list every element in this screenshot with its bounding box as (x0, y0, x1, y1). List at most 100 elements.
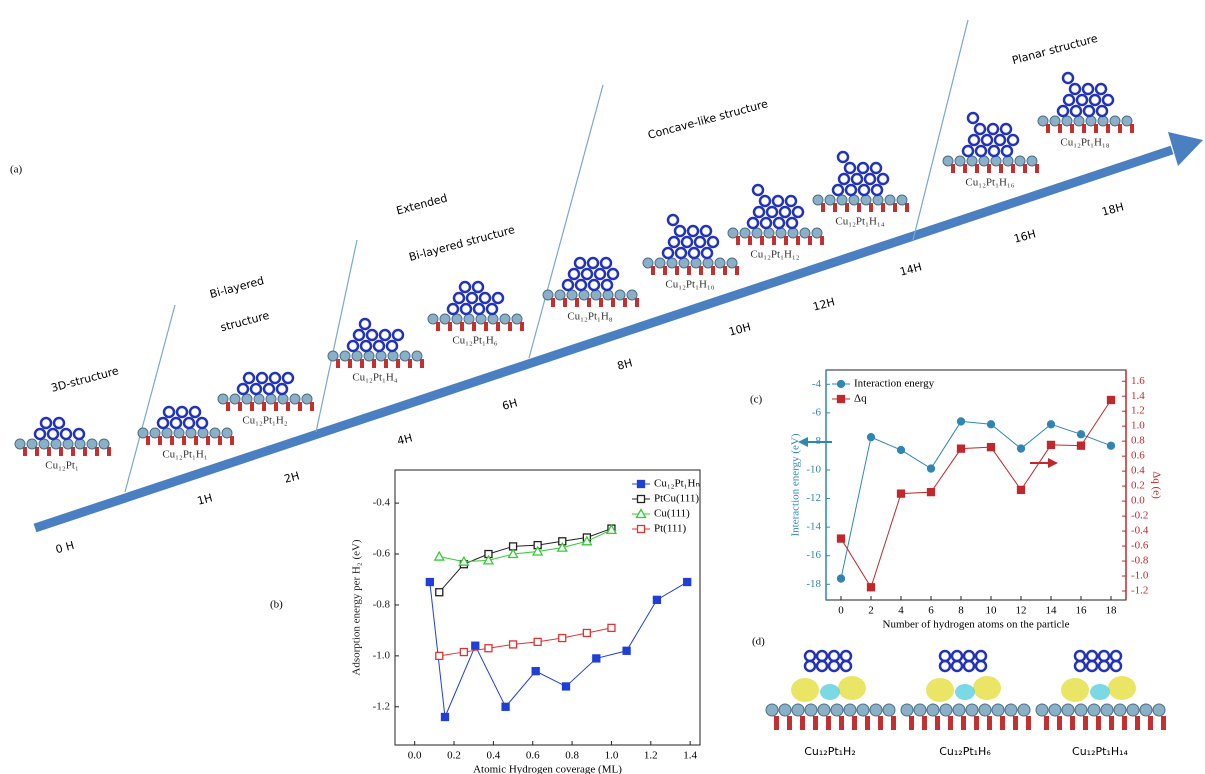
atom (551, 298, 555, 307)
y-tick-label: -4 (812, 378, 822, 390)
atom (146, 436, 150, 445)
y2-tick-label: -0.6 (1131, 540, 1149, 552)
atom (1035, 164, 1039, 173)
atom (554, 289, 566, 301)
atom (752, 205, 766, 219)
x-tick-label: 12 (1016, 605, 1027, 617)
y-axis-label: Adsorption energy per H₂ (eV) (351, 539, 363, 676)
point (866, 583, 876, 592)
atom (1121, 115, 1133, 127)
atom (385, 339, 399, 353)
structure-caption: Cu₁₂Pt₁H₁₀ (665, 279, 714, 291)
atom (573, 256, 587, 270)
atom (791, 703, 805, 717)
atom (255, 371, 269, 385)
x-tick-label: 0.8 (565, 750, 579, 762)
y2-tick-label: 0.2 (1131, 480, 1145, 492)
atom (587, 298, 591, 307)
atom (170, 436, 174, 445)
atom (14, 438, 26, 450)
structure-caption: Cu₁₂Pt₁H₁ (162, 449, 207, 461)
atom (796, 236, 800, 245)
atom (808, 236, 812, 245)
atom (384, 359, 388, 368)
atom (844, 183, 858, 197)
atom (194, 436, 198, 445)
atom (242, 371, 256, 385)
atom (1083, 716, 1088, 730)
atom (226, 402, 230, 411)
panel-label: (a) (10, 164, 23, 176)
y-tick-label: -0.4 (373, 497, 391, 509)
atom (1106, 124, 1110, 133)
atom (360, 359, 364, 368)
atom (813, 716, 818, 730)
atom (1068, 82, 1082, 96)
structure (137, 405, 234, 445)
atom (137, 427, 149, 439)
x-tick-label: 1.4 (683, 750, 697, 762)
atom (827, 659, 841, 673)
atom (1073, 659, 1087, 673)
atom (182, 436, 186, 445)
stage-label: Planar structure (1011, 32, 1100, 67)
atom (856, 161, 870, 175)
atom (831, 183, 845, 197)
atom (161, 427, 173, 439)
atom (611, 298, 615, 307)
atom (909, 716, 914, 730)
atom (586, 256, 600, 270)
atom (962, 659, 976, 673)
structure (542, 256, 639, 307)
atom (723, 266, 727, 275)
y2-tick-label: 1.6 (1131, 375, 1145, 387)
legend-label: Δq (854, 393, 867, 405)
x-tick-label: 18 (1106, 605, 1118, 617)
atom (1035, 703, 1049, 717)
atom (974, 716, 979, 730)
atom (587, 278, 601, 292)
atom (83, 447, 87, 456)
y2-tick-label: -1.0 (1131, 570, 1149, 582)
atom (856, 703, 870, 717)
atom (869, 703, 883, 717)
atom (830, 703, 844, 717)
atom (600, 278, 614, 292)
point (1106, 395, 1116, 405)
atom (651, 266, 655, 275)
atom (965, 703, 979, 717)
atom (935, 716, 940, 730)
atom (1113, 703, 1127, 717)
hydrogen-label: 1H (196, 491, 214, 508)
atom (448, 322, 452, 331)
atom (478, 291, 492, 305)
atom (580, 267, 594, 281)
atom (593, 267, 607, 281)
atom (1011, 164, 1015, 173)
atom (1023, 164, 1027, 173)
atom (803, 659, 817, 673)
atom (459, 302, 473, 316)
image-caption: Cu₁₂Pt₁H₆ (939, 745, 991, 758)
point (1016, 485, 1026, 495)
atom (1044, 716, 1049, 730)
atom (1026, 716, 1031, 730)
structure (1037, 71, 1134, 133)
atom (675, 266, 679, 275)
atom (472, 302, 486, 316)
atom (896, 194, 908, 206)
atom (654, 257, 666, 269)
atom (436, 322, 440, 331)
atom (760, 236, 764, 245)
atom (699, 224, 713, 238)
atom (815, 659, 829, 673)
atom (346, 339, 360, 353)
atom (391, 328, 405, 342)
atom (826, 716, 831, 730)
density-lobe (973, 676, 1001, 700)
atom (484, 322, 488, 331)
atom (59, 447, 63, 456)
atom (365, 328, 379, 342)
y-tick-label: -12 (806, 492, 821, 504)
atom (420, 359, 424, 368)
